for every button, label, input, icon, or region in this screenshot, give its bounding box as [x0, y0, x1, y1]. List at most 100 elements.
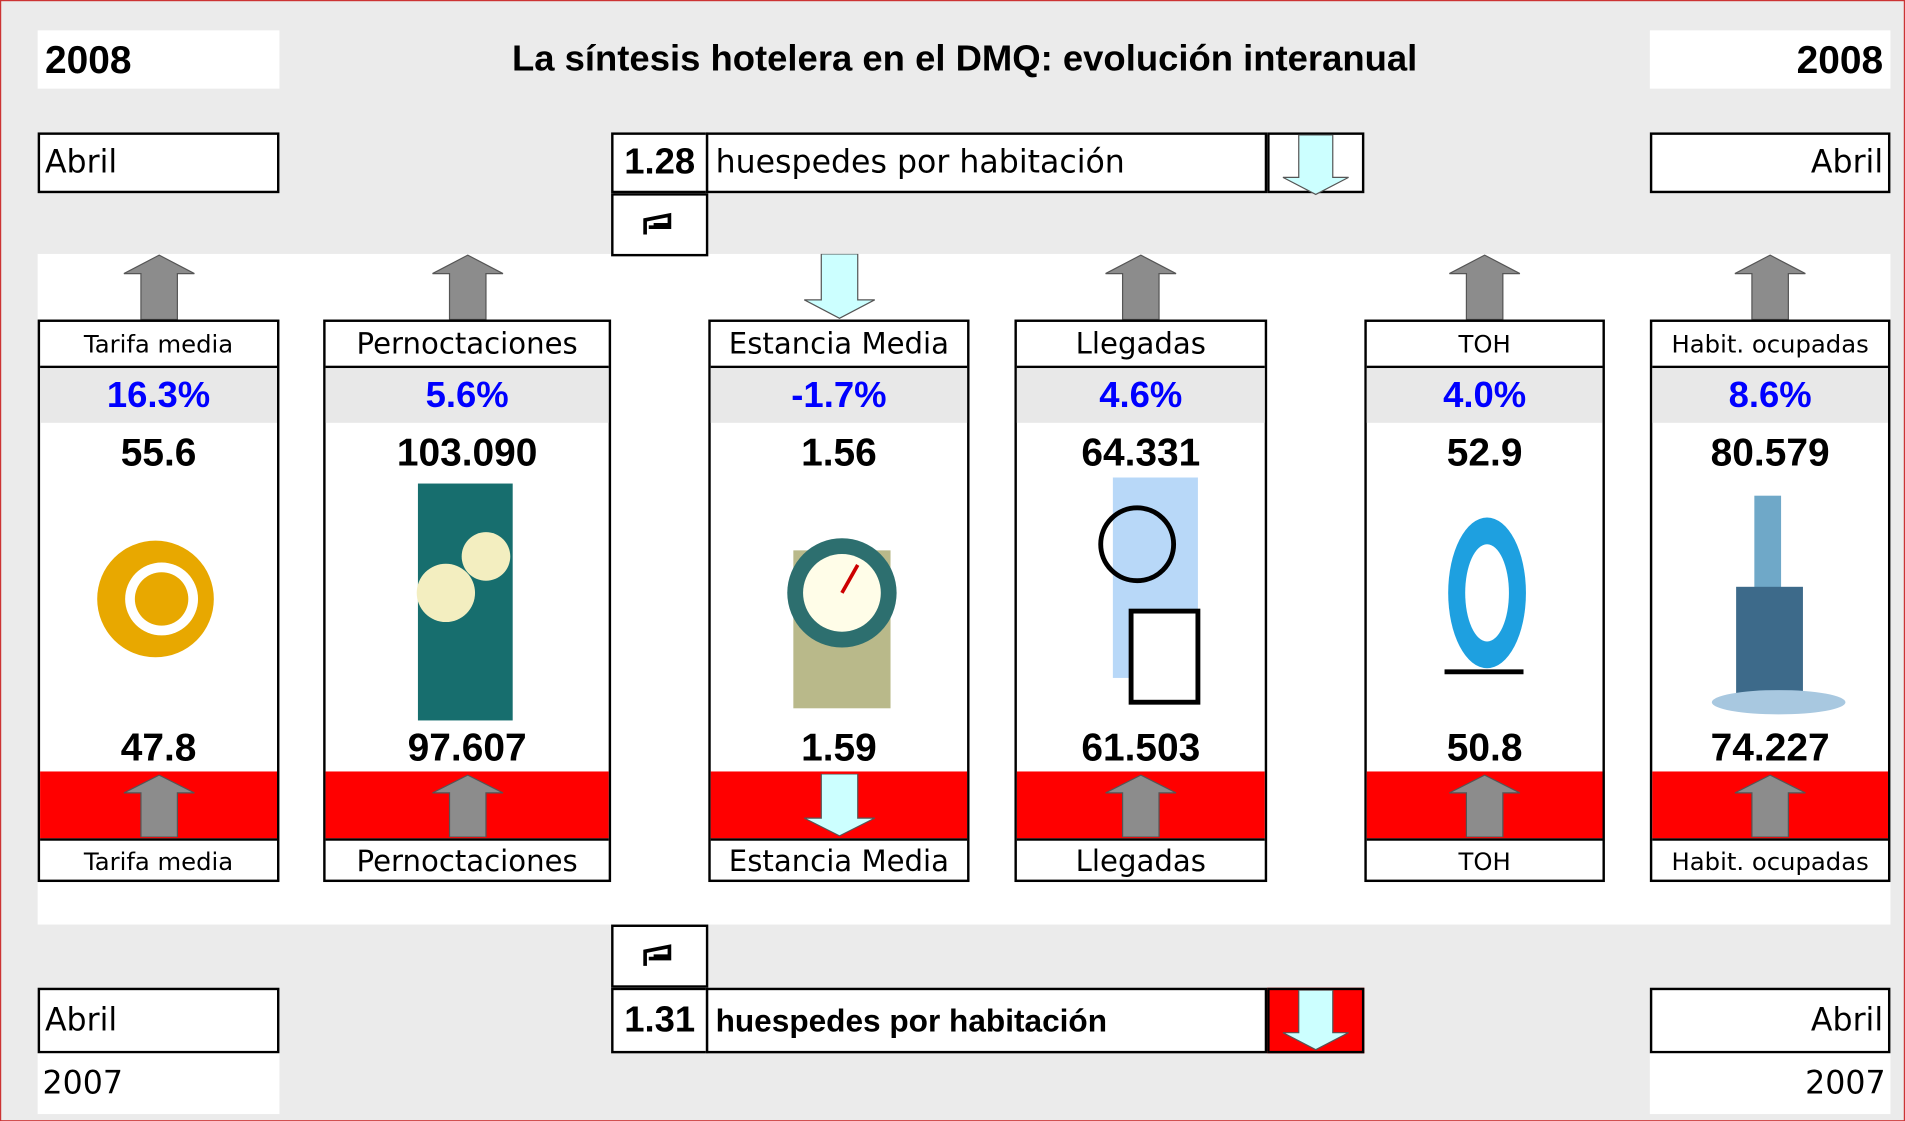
down-arrow: [1282, 990, 1350, 1051]
bed-icon: [611, 193, 708, 256]
arrow-shape: [1283, 990, 1349, 1050]
indicator-arrow-top: [802, 254, 875, 320]
value-2008: 103.090: [326, 426, 609, 477]
red-band: [711, 771, 967, 838]
up-arrow: [122, 774, 195, 837]
bed-glyph: [641, 942, 677, 971]
indicator-icon: [82, 477, 240, 720]
up-arrow: [431, 254, 504, 320]
red-band: [326, 771, 609, 838]
value-2007: 74.227: [1652, 723, 1888, 772]
up-arrow: [1448, 774, 1521, 837]
arrow-shape: [1449, 775, 1519, 837]
label-top: Pernoctaciones: [326, 322, 609, 368]
title: La síntesis hotelera en el DMQ: evolució…: [279, 30, 1649, 88]
change: 5.6%: [326, 368, 609, 423]
ratio-value: 1.28: [611, 132, 708, 193]
arrow-shape: [123, 255, 193, 319]
change: -1.7%: [711, 368, 967, 423]
value-2007: 97.607: [326, 723, 609, 772]
indicator-icon: [1408, 477, 1566, 720]
month-right: Abril: [1650, 988, 1891, 1054]
down-arrow: [802, 774, 875, 837]
change: 8.6%: [1652, 368, 1888, 423]
value-2008: 1.56: [711, 426, 967, 477]
up-arrow: [1104, 774, 1177, 837]
change: 4.0%: [1367, 368, 1603, 423]
change: 4.6%: [1017, 368, 1265, 423]
ratio-value: 1.31: [611, 988, 708, 1054]
value-2007: 47.8: [40, 723, 277, 772]
up-arrow: [122, 254, 195, 320]
ratio-label: huespedes por habitación: [706, 988, 1267, 1054]
label-top: Habit. ocupadas: [1652, 322, 1888, 368]
arrow-shape: [804, 254, 874, 318]
label-bottom: TOH: [1367, 838, 1603, 882]
indicator-icon: [1694, 477, 1852, 720]
label-top: TOH: [1367, 322, 1603, 368]
month-left: Abril: [38, 988, 280, 1054]
up-arrow: [1448, 254, 1521, 320]
value-2007: 1.59: [711, 723, 967, 772]
label-bottom: Llegadas: [1017, 838, 1265, 882]
month-right: Abril: [1650, 132, 1891, 193]
down-arrow: [802, 254, 875, 320]
indicator-arrow-top: [431, 254, 504, 320]
label-top: Estancia Media: [711, 322, 967, 368]
value-2008: 55.6: [40, 426, 277, 477]
arrow-shape: [1735, 775, 1805, 837]
up-arrow: [1734, 254, 1807, 320]
label-bottom: Estancia Media: [711, 838, 967, 882]
label-top: Llegadas: [1017, 322, 1265, 368]
ratio-arrow-box: [1267, 988, 1364, 1054]
value-2008: 64.331: [1017, 426, 1265, 477]
arrow-shape: [1283, 135, 1349, 195]
label-top: Tarifa media: [40, 322, 277, 368]
up-arrow: [1734, 774, 1807, 837]
arrow-shape: [123, 775, 193, 837]
indicator-icon: [391, 477, 549, 720]
arrow-shape: [1735, 255, 1805, 319]
indicator-arrow-top: [1448, 254, 1521, 320]
year-left: 2007: [38, 1053, 280, 1114]
up-arrow: [431, 774, 504, 837]
red-band: [1017, 771, 1265, 838]
dashboard: 2008 La síntesis hotelera en el DMQ: evo…: [0, 0, 1905, 1121]
value-2008: 80.579: [1652, 426, 1888, 477]
label-bottom: Tarifa media: [40, 838, 277, 882]
down-arrow: [1282, 135, 1350, 196]
arrow-shape: [1106, 775, 1176, 837]
label-bottom: Pernoctaciones: [326, 838, 609, 882]
label-bottom: Habit. ocupadas: [1652, 838, 1888, 882]
bed-glyph: [641, 210, 677, 239]
indicator-arrow-top: [1104, 254, 1177, 320]
ratio-arrow-box: [1267, 132, 1364, 193]
year-left: 2008: [38, 30, 280, 88]
up-arrow: [1104, 254, 1177, 320]
red-band: [40, 771, 277, 838]
change: 16.3%: [40, 368, 277, 423]
value-2007: 61.503: [1017, 723, 1265, 772]
arrow-shape: [804, 774, 874, 836]
red-band: [1367, 771, 1603, 838]
value-2007: 50.8: [1367, 723, 1603, 772]
year-right: 2008: [1650, 30, 1891, 88]
indicator-icon: [762, 477, 920, 720]
arrow-shape: [432, 775, 502, 837]
red-band: [1652, 771, 1888, 838]
arrow-shape: [1106, 255, 1176, 319]
ratio-label: huespedes por habitación: [706, 132, 1267, 193]
indicator-arrow-top: [1734, 254, 1807, 320]
year-right: 2007: [1650, 1053, 1891, 1114]
indicator-arrow-top: [122, 254, 195, 320]
month-left: Abril: [38, 132, 280, 193]
value-2008: 52.9: [1367, 426, 1603, 477]
arrow-shape: [432, 255, 502, 319]
indicator-icon: [1064, 477, 1222, 720]
